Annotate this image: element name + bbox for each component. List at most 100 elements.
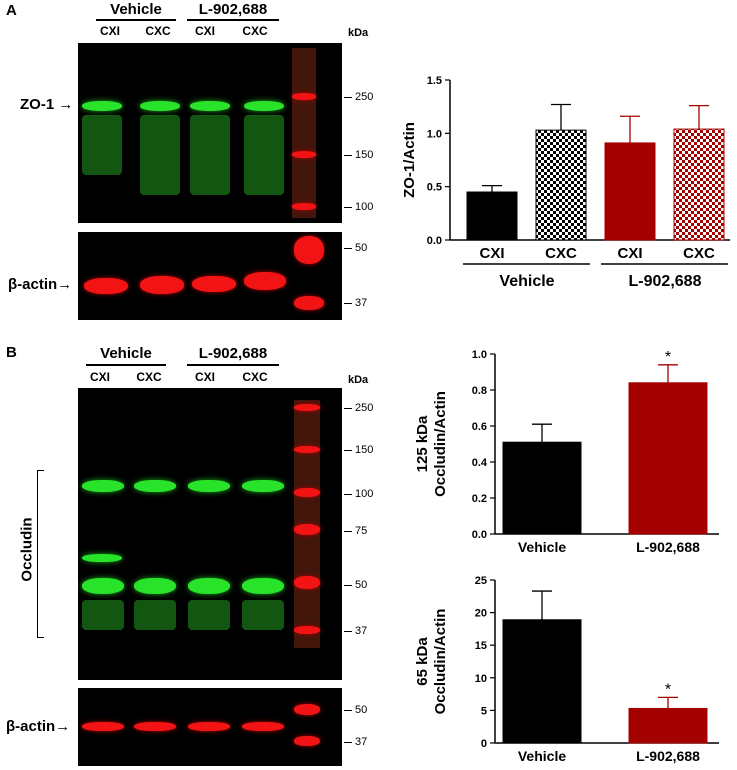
panel-b-tick-50 <box>344 585 352 586</box>
occ65-y-tick-label: 15 <box>475 640 487 652</box>
panel-b-actin-band-lane-1 <box>82 722 124 731</box>
zo1-y-tick-label: 0.5 <box>427 182 442 194</box>
zo1-y-tick-label: 1.5 <box>427 75 442 87</box>
zo1-bar <box>673 128 725 241</box>
panel-a-l902688-underline <box>187 19 279 21</box>
zo1-smear-lane-1 <box>82 115 122 175</box>
zo1-ladder-150 <box>292 151 316 158</box>
occ125-significance-mark: * <box>665 349 671 366</box>
panel-a-actin-ladder-50 <box>294 236 324 264</box>
panel-b-marker-100: 100 <box>355 488 374 500</box>
occludin-smear-lane-1 <box>82 600 124 630</box>
panel-a-tick-100 <box>344 207 352 208</box>
occ125-y-tick-label: 0.4 <box>472 457 488 469</box>
panel-b-lane-1: CXI <box>89 370 110 384</box>
occludin-blot-image <box>78 388 342 680</box>
zo1-bar <box>466 191 518 241</box>
occludin-smear-lane-2 <box>134 600 176 630</box>
occ125-y-axis-label: Occludin/Actin <box>432 391 449 497</box>
panel-b-tick-150 <box>344 450 352 451</box>
panel-b-actin-ladder-37 <box>294 736 320 746</box>
panel-b-actin-label-text: β-actin <box>6 718 56 735</box>
occ65-category-label: L-902,688 <box>636 748 700 764</box>
panel-b-marker-50: 50 <box>355 579 368 591</box>
occ65-y-tick-label: 5 <box>481 705 487 717</box>
panel-b-marker-250: 250 <box>355 402 374 414</box>
zo1-group-l902688-label: L-902,688 <box>629 273 702 290</box>
occludin-ladder-75 <box>294 524 320 535</box>
occ125-y-tick-label: 0.8 <box>472 385 487 397</box>
occ125-y-tick-label: 0.2 <box>472 493 487 505</box>
panel-a-letter: A <box>6 2 17 19</box>
panel-b-marker-150: 150 <box>355 444 374 456</box>
occludin-band-50-lane-2 <box>134 578 176 594</box>
panel-a-marker-150: 150 <box>355 149 374 161</box>
occ125-bar <box>502 441 582 535</box>
occ65-bar <box>502 619 582 744</box>
panel-a-lane-1: CXI <box>99 24 120 38</box>
panel-b-group-vehicle: Vehicle <box>100 345 152 362</box>
zo1-y-axis-label: ZO-1/Actin <box>401 122 418 198</box>
occludin-ladder-50 <box>294 576 320 589</box>
occludin-band-125-lane-1 <box>82 480 124 492</box>
zo1-band-lane-1 <box>82 101 122 111</box>
occ65-y-tick-label: 10 <box>475 673 487 685</box>
arrow-right-icon: → <box>57 276 73 293</box>
occludin-ladder-37 <box>294 626 320 634</box>
occludin-ladder-100 <box>294 488 320 497</box>
panel-b-tick-250 <box>344 408 352 409</box>
zo1-y-tick-label: 1.0 <box>427 128 442 140</box>
zo1-bar <box>604 142 656 241</box>
occ65-bar <box>628 707 708 744</box>
panel-b-letter: B <box>6 344 17 361</box>
panel-a-lane-2: CXC <box>145 24 171 38</box>
occ65-y-axis-label: Occludin/Actin <box>432 609 449 715</box>
panel-b-tick-37 <box>344 631 352 632</box>
occ125-bar <box>628 382 708 535</box>
panel-b-vehicle-underline <box>86 364 166 366</box>
panel-a-kda-label: kDa <box>348 27 369 39</box>
panel-a-actin-label: β-actin→ <box>8 276 72 293</box>
panel-a-actin-band-lane-4 <box>244 272 286 290</box>
panel-b-lane-2: CXC <box>136 370 162 384</box>
zo1-band-lane-4 <box>244 101 284 111</box>
panel-b-group-l902688: L-902,688 <box>198 345 268 362</box>
panel-a-lane-4: CXC <box>242 24 268 38</box>
panel-a-marker-100: 100 <box>355 201 374 213</box>
occ125-y-tick-label: 1.0 <box>472 349 487 361</box>
zo1-category-label: CXI <box>617 245 642 262</box>
panel-b-kda-label: kDa <box>348 374 369 386</box>
panel-b-marker-actin-37: 37 <box>355 736 368 748</box>
panel-a-actin-blot-image <box>78 232 342 320</box>
occ125-y-tick-label: 0.0 <box>472 529 487 541</box>
occ65-significance-mark: * <box>665 681 671 698</box>
zo1-ladder-lane <box>292 48 316 218</box>
occludin-band-125-lane-4 <box>242 480 284 492</box>
panel-b-tick-75 <box>344 531 352 532</box>
panel-a-marker-50: 50 <box>355 242 368 254</box>
panel-a-group-vehicle: Vehicle <box>110 1 162 18</box>
occ65-y-tick-label: 25 <box>475 575 487 587</box>
arrow-right-icon: → <box>58 96 74 113</box>
panel-a-actin-band-lane-2 <box>140 276 184 294</box>
occ65-category-label: Vehicle <box>518 748 566 764</box>
occ65-y-axis-label: 65 kDa <box>414 637 431 686</box>
panel-a-vehicle-underline <box>96 19 176 21</box>
panel-b-marker-actin-50: 50 <box>355 704 368 716</box>
panel-a-group-l902688: L-902,688 <box>198 1 268 18</box>
panel-a-marker-37: 37 <box>355 297 368 309</box>
occludin-band-65-lane-1 <box>82 554 122 562</box>
zo1-smear-lane-2 <box>140 115 180 195</box>
occludin-ladder-150 <box>294 446 320 453</box>
panel-a-actin-ladder-37 <box>294 296 324 310</box>
zo1-label: ZO-1 → <box>20 96 73 113</box>
panel-a-tick-50 <box>344 248 352 249</box>
zo1-ladder-100 <box>292 203 316 210</box>
panel-b-l902688-underline <box>187 364 279 366</box>
zo1-smear-lane-3 <box>190 115 230 195</box>
zo1-category-label: CXC <box>683 245 715 262</box>
panel-b-lane-4: CXC <box>242 370 268 384</box>
panel-a-lane-3: CXI <box>194 24 215 38</box>
panel-a-tick-150 <box>344 155 352 156</box>
zo1-band-lane-2 <box>140 101 180 111</box>
